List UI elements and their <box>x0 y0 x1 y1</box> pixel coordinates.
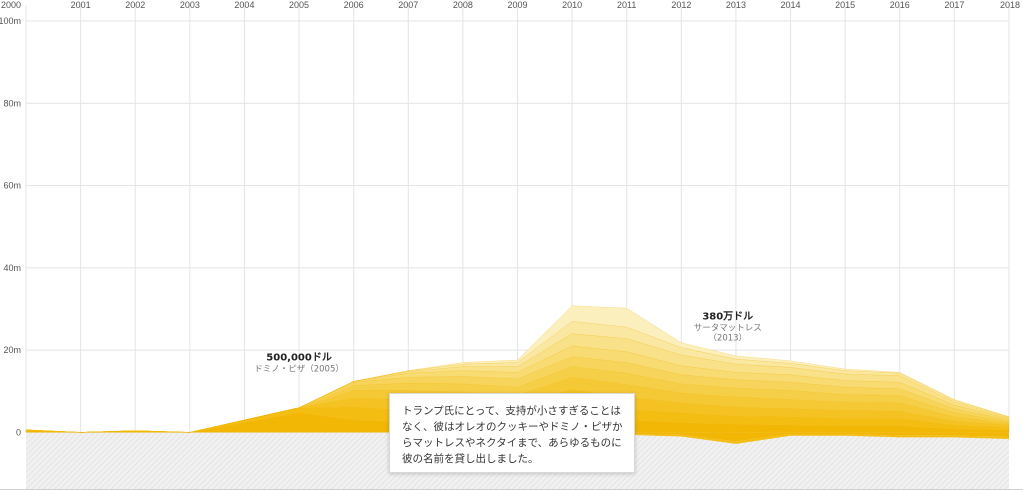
y-tick-label: 80m <box>3 98 21 108</box>
x-tick-label: 2018 <box>1000 0 1020 10</box>
annotation-value: 380万ドル <box>702 310 753 322</box>
x-tick-label: 2009 <box>507 0 527 10</box>
x-tick-label: 2008 <box>453 0 473 10</box>
annotation-label: サータマットレス <box>694 323 762 333</box>
tooltip-line-4: 彼の名前を貸し出しました。 <box>402 453 539 465</box>
x-tick-label: 2012 <box>671 0 691 10</box>
x-tick-label: 2015 <box>835 0 855 10</box>
x-tick-label: 2016 <box>890 0 910 10</box>
bottom-rule <box>0 489 1023 490</box>
y-tick-label: 20m <box>3 345 21 355</box>
x-tick-label: 2005 <box>289 0 309 10</box>
area-series-10 <box>25 305 1010 433</box>
tooltip-line-1: トランプ氏にとって、支持が小さすぎることは <box>402 405 621 417</box>
tooltip-box: トランプ氏にとって、支持が小さすぎることは なく、彼はオレオのクッキーやドミノ・… <box>389 393 635 473</box>
x-tick-label: 2011 <box>617 0 636 10</box>
x-tick-label: 2001 <box>71 0 91 10</box>
x-tick-label: 2014 <box>781 0 801 10</box>
x-tick-label: 2013 <box>726 0 746 10</box>
x-tick-label: 2007 <box>398 0 418 10</box>
x-tick-label: 2017 <box>944 0 964 10</box>
x-tick-label: 2000 <box>1 0 21 10</box>
axis-labels: 2000 2001 2002 2003 2004 2005 2006 2007 2008 2009… <box>0 0 1020 437</box>
annotation-label-year: （2013） <box>708 332 747 343</box>
annotation-label: ドミノ・ピザ（2005） <box>254 363 344 374</box>
tooltip-line-2: なく、彼はオレオのクッキーやドミノ・ピザか <box>402 421 623 433</box>
x-tick-label: 2006 <box>344 0 364 10</box>
tooltip-line-3: らマットレスやネクタイまで、あらゆるものに <box>402 437 622 449</box>
x-tick-label: 2004 <box>234 0 254 10</box>
x-tick-label: 2002 <box>125 0 145 10</box>
y-tick-label: 60m <box>3 181 21 191</box>
annotation-value: 500,000ドル <box>266 351 332 363</box>
y-tick-label: 100m <box>0 16 21 26</box>
x-tick-label: 2003 <box>180 0 200 10</box>
y-tick-label: 40m <box>3 263 21 273</box>
y-tick-label: 0 <box>16 427 21 437</box>
x-tick-label: 2010 <box>562 0 582 10</box>
negative-area-series-1 <box>26 432 1009 442</box>
